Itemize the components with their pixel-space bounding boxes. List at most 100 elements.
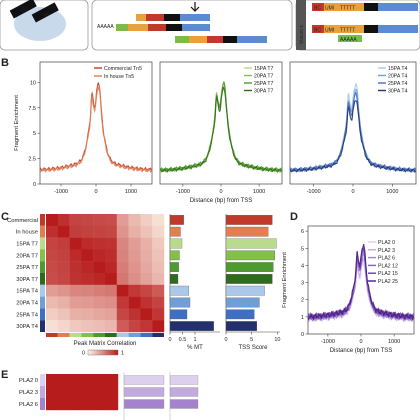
heatmap-cell	[116, 214, 129, 226]
row-color-strip	[40, 261, 45, 273]
bar	[225, 274, 273, 284]
row-label: PLA2 0	[19, 378, 38, 384]
x-tick-label: -1000	[54, 189, 68, 195]
read-construct-3	[175, 36, 267, 43]
umi-tag-1: UMI	[325, 6, 334, 12]
panel-label-b: B	[1, 57, 9, 69]
legend-label: 25PA T7	[254, 81, 274, 87]
legend-label: PLA2 12	[378, 263, 398, 269]
heatmap-cell	[70, 374, 83, 387]
heatmap-cell	[140, 296, 153, 309]
y-tick-label: 2.5	[28, 157, 36, 163]
row-label: 15PA T4	[16, 289, 38, 295]
x-tick-label: 1	[193, 337, 196, 343]
y-axis-label: Fragment Enrichment	[282, 252, 288, 308]
colorbar	[87, 349, 119, 356]
col-color-strip	[152, 333, 164, 337]
heatmap-cell	[46, 284, 58, 297]
row-color-strip	[40, 237, 45, 250]
heatmap-cell	[46, 273, 58, 285]
heatmap-cell	[93, 296, 106, 309]
row-color-strip	[40, 296, 45, 309]
legend-label: 30PA T7	[254, 89, 274, 95]
heatmap-cell	[81, 308, 94, 321]
heatmap-cell	[128, 249, 141, 262]
y-axis-label: Fragment Enrichment	[14, 95, 20, 151]
bar	[169, 274, 179, 284]
heatmap-cell	[116, 284, 129, 297]
polyt-tag-2: TTTTT	[340, 28, 355, 34]
heatmap-cell	[116, 308, 129, 321]
x-tick-label: 0	[224, 337, 227, 343]
heatmap-cell	[93, 273, 106, 285]
row-label: 25PA T7	[16, 265, 38, 271]
x-tick-label: 1000	[386, 189, 398, 195]
row-label: 30PA T7	[16, 277, 38, 283]
heatmap-cell	[69, 249, 82, 262]
x-tick-label: -1000	[321, 339, 335, 345]
heatmap-cell	[116, 320, 129, 333]
heatmap-cell	[140, 249, 153, 262]
heatmap-cell	[116, 273, 129, 285]
y-tick-label: 0	[301, 332, 304, 338]
schematic-strip: ME ME AAAAA Visium s	[0, 0, 420, 51]
heatmap-cell	[82, 398, 95, 411]
heatmap-cell	[106, 386, 119, 399]
series-line	[289, 99, 417, 173]
bar	[169, 285, 189, 296]
row-label: 15PA T7	[16, 242, 38, 248]
bar	[169, 262, 179, 272]
x-tick-label: 10	[274, 337, 280, 343]
bar	[225, 285, 265, 296]
heatmap-cell	[128, 296, 141, 309]
heatmap-cell	[94, 374, 107, 387]
bar	[225, 309, 255, 320]
visium-construct-2	[312, 25, 418, 33]
polyt-tag-1: TTTTT	[340, 6, 355, 12]
bar	[225, 321, 258, 331]
heatmap-cell	[105, 237, 117, 250]
heatmap-cell	[93, 237, 106, 250]
series-line	[39, 85, 152, 173]
bar	[169, 375, 199, 385]
heatmap-cell	[81, 261, 94, 274]
heatmap-cell	[69, 237, 82, 250]
tss-score-bar-chart: 0 5 10 TSS Score	[224, 214, 280, 351]
col-color-strip	[46, 333, 58, 337]
row-color-strip	[40, 284, 45, 297]
heatmap-cell	[116, 249, 129, 262]
heatmap-cell	[57, 225, 70, 238]
heatmap-cell	[46, 225, 58, 238]
heatmap-cell	[105, 284, 117, 297]
legend-label: 25PA T4	[388, 81, 408, 87]
heatmap-cell	[140, 284, 153, 297]
heatmap-cell	[81, 273, 94, 285]
heatmap-cell	[93, 225, 106, 238]
heatmap-cell	[140, 237, 153, 250]
heatmap-cell	[57, 308, 70, 321]
bar	[169, 226, 181, 237]
x-tick-label: 0	[351, 189, 354, 195]
peak-correlation-heatmap: Commercial In house 15PA T7 20PA T7 25PA T7 3…	[7, 214, 165, 357]
y-tick-label: 3	[301, 281, 304, 287]
series-line	[307, 243, 415, 321]
tissue-blob	[14, 7, 66, 41]
heatmap-cell	[93, 320, 106, 333]
heatmap-cell	[57, 320, 70, 333]
bc-tag-2: BC	[314, 28, 321, 34]
adapter-bar-1	[9, 0, 37, 19]
heatmap-cell	[69, 284, 82, 297]
col-color-strip	[81, 333, 94, 337]
heatmap-cell	[82, 374, 95, 387]
bar	[123, 387, 165, 397]
row-color-strip	[40, 374, 45, 386]
heatmap-cell	[152, 273, 165, 285]
heatmap-cell	[58, 386, 71, 399]
bar	[225, 250, 276, 261]
bar	[169, 399, 199, 409]
x-tick-label: 1000	[388, 339, 400, 345]
heatmap-cell	[140, 273, 153, 285]
x-tick-label: -1000	[176, 189, 190, 195]
row-label: 20PA T7	[16, 253, 38, 259]
